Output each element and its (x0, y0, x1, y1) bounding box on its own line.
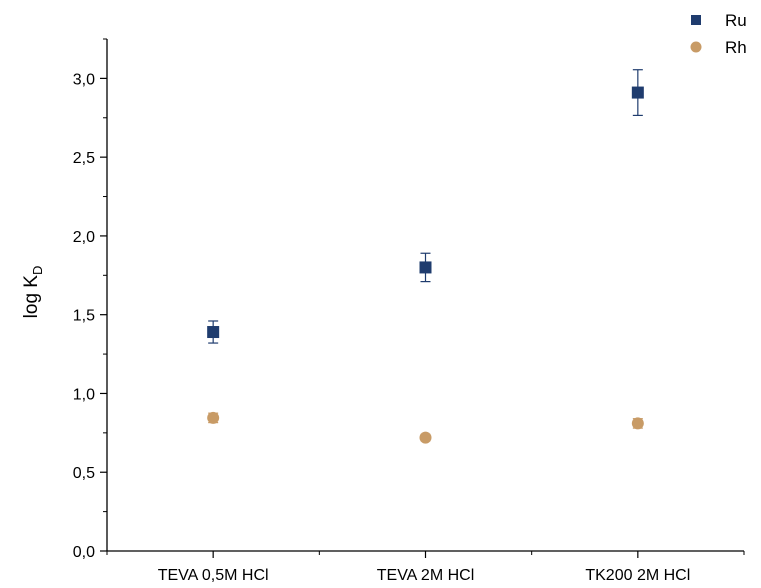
x-tick-label: TEVA 2M HCl (377, 567, 475, 584)
y-tick-label: 2,5 (73, 150, 95, 167)
data-point (631, 417, 644, 430)
data-point (631, 86, 644, 99)
y-ticks: 0,0 0,5 1,0 1,5 2,0 2,5 3,0 (73, 38, 107, 561)
x-ticks: TEVA 0,5M HCl TEVA 2M HCl TK200 2M HCl (106, 551, 745, 584)
data-point (207, 411, 220, 424)
legend-label: Ru (725, 11, 747, 30)
legend: Ru Rh (690, 11, 747, 57)
legend-marker (691, 15, 701, 25)
y-axis-label-main: log K (21, 275, 42, 319)
x-tick-label: TK200 2M HCl (585, 567, 690, 584)
series-ru (207, 69, 644, 344)
y-tick-label: 1,5 (73, 308, 95, 325)
legend-marker (690, 41, 702, 53)
y-tick-label: 2,0 (73, 229, 95, 246)
data-point (419, 431, 432, 444)
series-rh (207, 411, 644, 444)
data-point (207, 326, 220, 339)
y-tick-label: 0,0 (73, 544, 95, 561)
x-tick-label: TEVA 0,5M HCl (158, 567, 269, 584)
y-tick-label: 0,5 (73, 465, 95, 482)
y-axis-label: log KD (21, 266, 45, 319)
data-point (419, 261, 432, 274)
legend-label: Rh (725, 38, 747, 57)
y-axis-label-subscript: D (30, 266, 45, 275)
y-tick-label: 3,0 (73, 71, 95, 88)
axes (106, 39, 744, 552)
y-tick-label: 1,0 (73, 386, 95, 403)
series-layer (207, 69, 644, 444)
